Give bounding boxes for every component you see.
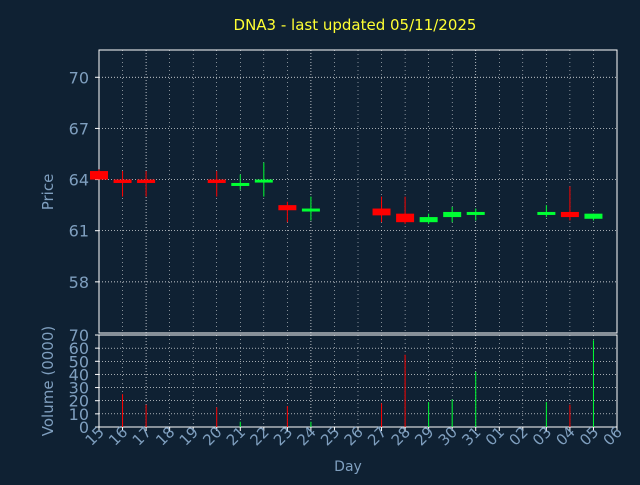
price-y-tick-label: 61 bbox=[69, 222, 89, 241]
price-y-tick-label: 70 bbox=[69, 68, 89, 87]
chart-title: DNA3 - last updated 05/11/2025 bbox=[234, 16, 477, 34]
candle-body bbox=[443, 211, 462, 218]
candle-body bbox=[396, 213, 415, 223]
candle-body bbox=[207, 179, 226, 183]
candle-body bbox=[278, 205, 297, 211]
candle-body bbox=[137, 179, 156, 183]
price-panel: 58 61 64 67 70 bbox=[69, 49, 618, 334]
candle-body bbox=[466, 211, 485, 215]
price-y-tick-label: 58 bbox=[69, 273, 89, 292]
volume-y-tick-label: 30 bbox=[69, 379, 89, 398]
price-axis-label: Price bbox=[39, 174, 57, 211]
candle-body bbox=[560, 211, 579, 218]
candle-body bbox=[537, 211, 556, 215]
candle-body bbox=[419, 217, 438, 223]
volume-y-tick-label: 70 bbox=[69, 326, 89, 345]
candle-body bbox=[254, 179, 273, 183]
volume-y-tick-label: 0 bbox=[79, 418, 89, 437]
candle-body bbox=[301, 208, 320, 212]
candle-body bbox=[90, 171, 108, 180]
volume-y-tick-label: 60 bbox=[69, 339, 89, 358]
price-y-tick-label: 67 bbox=[69, 119, 89, 138]
candle-body bbox=[372, 208, 391, 216]
volume-y-tick-label: 50 bbox=[69, 352, 89, 371]
candle-body bbox=[113, 179, 132, 183]
x-axis-label: Day bbox=[334, 459, 362, 475]
price-y-tick-label: 64 bbox=[69, 171, 89, 190]
volume-y-tick-label: 20 bbox=[69, 392, 89, 411]
candle-body bbox=[231, 182, 250, 186]
volume-y-tick-label: 40 bbox=[69, 365, 89, 384]
candle-body bbox=[584, 213, 603, 219]
volume-axis-label: Volume (0000) bbox=[39, 326, 57, 436]
volume-y-tick-label: 10 bbox=[69, 405, 89, 424]
